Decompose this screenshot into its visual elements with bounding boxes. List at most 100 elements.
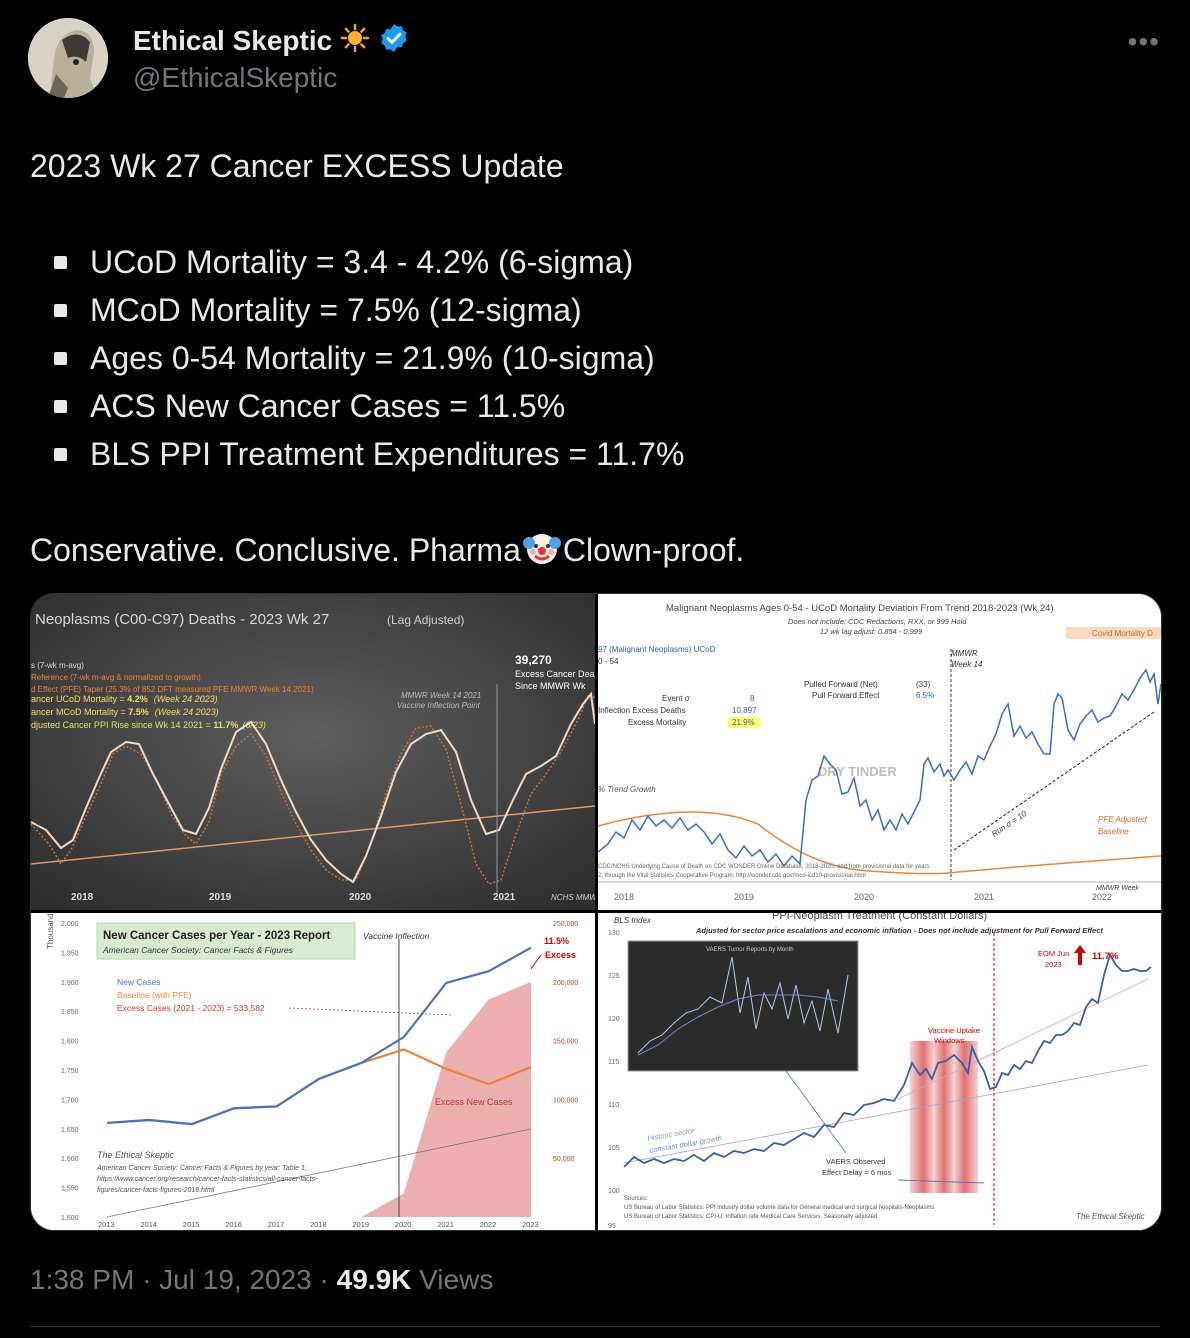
list-item: MCoD Mortality = 7.5% (12-sigma) bbox=[30, 286, 1160, 334]
p3-x-tick: 2013 bbox=[98, 1220, 115, 1229]
author-name-row[interactable]: Ethical Skeptic bbox=[133, 22, 410, 59]
p4-eom1: EOM Jun bbox=[1038, 949, 1069, 958]
p4-y-2: 120 bbox=[608, 1016, 620, 1023]
p3-y-label: Thousands bbox=[46, 913, 55, 949]
p1-excess-count: 39,270 bbox=[515, 653, 552, 667]
p1-line3: djusted Cancer PPI Rise since Wk 14 2021… bbox=[31, 720, 213, 730]
p1-excess-label1: Excess Cancer Dea bbox=[515, 669, 595, 679]
list-item: Ages 0-54 Mortality = 21.9% (10-sigma) bbox=[30, 334, 1160, 382]
p3-left-tick: 1,500 bbox=[61, 1215, 79, 1222]
image-ages-0-54-chart[interactable]: Malignant Neoplasms Ages 0-54 - UCoD Mor… bbox=[598, 594, 1161, 910]
p2-source2: 2, through the Vital Statistics Cooperat… bbox=[598, 873, 866, 879]
p3-right-tick: 150,000 bbox=[553, 1039, 578, 1046]
p4-uptake1: Vaccine Uptake bbox=[928, 1026, 980, 1035]
p3-src1: American Cancer Society: Cancer Facts & … bbox=[96, 1165, 307, 1172]
p3-left-tick: 1,950 bbox=[61, 950, 79, 957]
p3-left-axis: 2,000 1,950 1,900 1,850 1,800 1,750 1,700 1,650… bbox=[61, 921, 79, 1222]
p3-x-tick: 2021 bbox=[437, 1220, 454, 1229]
p2-pfe-label1: PFE Adjusted bbox=[1098, 815, 1147, 824]
p1-title-suffix: (Lag Adjusted) bbox=[387, 613, 464, 627]
p4-eom2: 2023 bbox=[1045, 960, 1062, 969]
image-cancer-deaths-chart[interactable]: Neoplasms (C00-C97) Deaths - 2023 Wk 27 … bbox=[31, 594, 595, 910]
p3-excess: Excess bbox=[545, 950, 576, 960]
bullet-list: UCoD Mortality = 3.4 - 4.2% (6-sigma) MC… bbox=[30, 238, 1160, 478]
p4-src-head: Sources: bbox=[624, 1196, 648, 1202]
p4-y-7: 95 bbox=[608, 1223, 616, 1230]
verified-badge-icon[interactable] bbox=[378, 22, 410, 59]
media-grid: Neoplasms (C00-C97) Deaths - 2023 Wk 27 … bbox=[30, 593, 1162, 1231]
p2-source1: CDC/NCHS Underlying Cause of Death on CD… bbox=[598, 864, 929, 870]
author-name[interactable]: Ethical Skeptic bbox=[133, 24, 333, 56]
views-label: Views bbox=[419, 1264, 494, 1295]
p1-legend-1: s (7-wk m-avg) bbox=[31, 661, 84, 670]
divider bbox=[30, 1326, 1160, 1327]
p2-year-0: 2018 bbox=[614, 892, 634, 902]
p3-legend-new: New Cases bbox=[117, 977, 160, 987]
p2-mmwr: MMWR bbox=[951, 649, 978, 658]
p3-src2: https://www.cancer.org/research/cancer-f… bbox=[97, 1176, 318, 1183]
p3-x-tick: 2023 bbox=[522, 1220, 539, 1229]
p4-y-6: 100 bbox=[608, 1188, 620, 1195]
p2-year-4: 2022 bbox=[1092, 892, 1112, 902]
p3-right-tick: 200,000 bbox=[553, 980, 578, 987]
p4-y-1: 125 bbox=[608, 973, 620, 980]
p4-y-3: 115 bbox=[608, 1059, 619, 1066]
p1-line2-note: (Week 24 2023) bbox=[155, 707, 219, 717]
p4-vaers2: Effect Delay = 6 mos bbox=[822, 1168, 892, 1177]
bullet-text: BLS PPI Treatment Expenditures = 11.7% bbox=[90, 436, 685, 472]
p2-event-sigma-label: Event σ bbox=[662, 694, 690, 703]
p2-mmwr-week: MMWR Week bbox=[1096, 885, 1140, 892]
p2-inflection-label: Inflection Excess Deaths bbox=[598, 706, 686, 715]
p4-src1: US Bureau of Labor Statistics: PPI indus… bbox=[624, 1205, 934, 1211]
p3-x-tick: 2018 bbox=[310, 1220, 327, 1229]
p4-bls-index: BLS Index bbox=[614, 916, 652, 925]
views-count: 49.9K bbox=[336, 1264, 412, 1295]
p2-year-1: 2019 bbox=[734, 892, 754, 902]
p2-trend-growth: % Trend Growth bbox=[598, 785, 656, 794]
bullet-text: UCoD Mortality = 3.4 - 4.2% (6-sigma) bbox=[90, 244, 634, 280]
p4-vaers1: VAERS Observed bbox=[826, 1157, 885, 1166]
p3-title: New Cancer Cases per Year - 2023 Report bbox=[103, 930, 331, 942]
image-new-cancer-cases-chart[interactable]: Thousands 2,000 1,950 1,900 1,850 1,800 1,750… bbox=[31, 913, 595, 1230]
list-item: UCoD Mortality = 3.4 - 4.2% (6-sigma) bbox=[30, 238, 1160, 286]
p1-year-2: 2020 bbox=[349, 892, 372, 903]
p4-y-4: 110 bbox=[608, 1102, 619, 1109]
tweet-text: 2023 Wk 27 Cancer EXCESS Update UCoD Mor… bbox=[30, 142, 1160, 580]
p3-left-tick: 1,550 bbox=[61, 1186, 79, 1193]
new-cancer-cases-chart: Thousands 2,000 1,950 1,900 1,850 1,800 1,750… bbox=[31, 913, 595, 1230]
p3-left-tick: 1,700 bbox=[61, 1097, 79, 1104]
p3-x-tick: 2019 bbox=[352, 1220, 369, 1229]
author-handle[interactable]: @EthicalSkeptic bbox=[133, 62, 338, 93]
more-options-icon[interactable]: ••• bbox=[1127, 26, 1160, 57]
avatar[interactable] bbox=[28, 18, 108, 98]
tweet-time[interactable]: 1:38 PM bbox=[30, 1264, 135, 1295]
tweet-date[interactable]: Jul 19, 2023 bbox=[159, 1264, 312, 1295]
bullet-square-icon bbox=[54, 352, 67, 365]
p3-signature: The Ethical Skeptic bbox=[97, 1150, 175, 1160]
p3-pct: 11.5% bbox=[544, 936, 569, 946]
p2-week14: Week 14 bbox=[951, 660, 983, 669]
p3-excess-new-cases: Excess New Cases bbox=[435, 1097, 513, 1107]
p1-year-3: 2021 bbox=[493, 892, 516, 903]
p4-y-0: 130 bbox=[608, 930, 620, 937]
p2-excess-mortality-val: 21.9% bbox=[732, 718, 755, 727]
avatar-image bbox=[28, 18, 108, 98]
p3-vaccine: Vaccine Inflection bbox=[363, 931, 430, 941]
p3-x-tick: 2014 bbox=[140, 1220, 157, 1229]
bullet-square-icon bbox=[54, 400, 67, 413]
p2-excess-mortality-label: Excess Mortality bbox=[628, 718, 686, 727]
p1-line2: ancer MCoD Mortality = bbox=[31, 707, 128, 717]
svg-text:ancer UCoD Mortality = 4.2%(We: ancer UCoD Mortality = 4.2% (Week 24 2023… bbox=[31, 694, 218, 704]
p3-left-tick: 1,850 bbox=[61, 1009, 79, 1016]
p2-title: Malignant Neoplasms Ages 0-54 - UCoD Mor… bbox=[666, 603, 1054, 614]
p1-legend-2: Reference (7-wk m-avg & normalized to gr… bbox=[31, 673, 201, 682]
p2-sub2: 12 wk lag adjust: 0.854 - 0.999 bbox=[820, 627, 923, 636]
image-ppi-treatment-chart[interactable]: PPI-Neoplasm Treatment (Constant Dollars… bbox=[598, 913, 1161, 1230]
tweet-closing: Conservative. Conclusive. Pharma Clown-pr… bbox=[30, 526, 1160, 580]
p1-year-1: 2019 bbox=[209, 892, 232, 903]
p4-signature: The Ethical Skeptic bbox=[1076, 1212, 1144, 1221]
p4-pct: 11.7% bbox=[1092, 951, 1119, 962]
p2-pfe-label2: Baseline bbox=[1098, 827, 1129, 836]
p1-line1: ancer UCoD Mortality = bbox=[31, 694, 127, 704]
list-item: BLS PPI Treatment Expenditures = 11.7% bbox=[30, 430, 1160, 478]
